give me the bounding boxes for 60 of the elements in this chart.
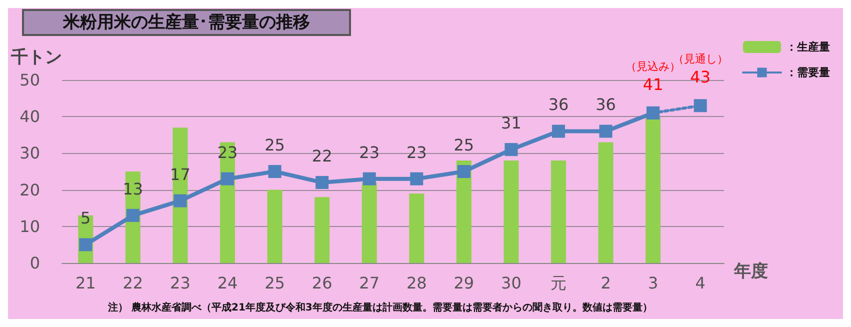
bar <box>362 182 377 263</box>
text: 注） 農林水産省調べ（平成21年度及び令和3年度の生産量は計画数量。需要量は需要者からの聞き取り。数値は需要量） <box>107 302 652 314</box>
bar <box>598 142 614 263</box>
y-tick-label: 20 <box>20 180 40 200</box>
y-tick-label: 10 <box>20 216 40 236</box>
chart-title: 米粉用米の生産量･需要量の推移 <box>62 12 310 32</box>
data-label: 23 <box>217 142 238 162</box>
x-tick-label: 2 <box>600 274 611 292</box>
x-tick-label: 29 <box>454 274 474 292</box>
data-label: 31 <box>501 114 522 133</box>
data-label: 36 <box>596 95 616 114</box>
point <box>646 106 660 120</box>
data-label: 22 <box>312 146 332 166</box>
x-tick-label: 27 <box>359 274 380 292</box>
point <box>694 99 707 112</box>
bar <box>267 190 282 263</box>
data-label: 23 <box>359 142 380 162</box>
bar <box>409 193 424 263</box>
point <box>552 124 565 138</box>
bar <box>504 160 519 263</box>
data-label: 23 <box>406 142 427 162</box>
legend-label: ：需要量 <box>786 66 830 79</box>
point <box>410 172 424 186</box>
bar <box>314 197 330 263</box>
x-tick-label: 3 <box>648 274 658 292</box>
point <box>221 172 234 186</box>
point <box>362 172 376 186</box>
point <box>316 176 329 189</box>
data-label: 43 <box>690 68 711 87</box>
x-tick-label: 25 <box>264 274 285 292</box>
y-tick-label: 0 <box>30 254 40 272</box>
y-tick-label: 40 <box>20 107 40 126</box>
data-label: 41 <box>642 74 664 94</box>
x-tick-label: 24 <box>217 274 238 292</box>
x-tick-label: 30 <box>501 274 522 292</box>
x-tick-label: 28 <box>406 274 427 292</box>
data-label: 25 <box>264 136 285 154</box>
data-label: 36 <box>548 95 569 114</box>
data-label: 13 <box>122 179 144 198</box>
bar <box>646 116 661 263</box>
y-tick-label: 30 <box>20 144 40 163</box>
data-label: 25 <box>454 136 474 154</box>
point <box>457 165 470 178</box>
point <box>504 143 518 156</box>
bar <box>551 160 566 263</box>
y-tick-label: 50 <box>20 70 40 90</box>
bar <box>220 142 235 263</box>
x-tick-label: 4 <box>695 274 706 292</box>
x-axis-title: 年度 <box>733 262 768 282</box>
legend-label: ：生産量 <box>786 40 830 54</box>
x-tick-label: 22 <box>122 274 144 292</box>
x-tick-label: 元 <box>550 274 566 292</box>
point <box>126 208 140 222</box>
point <box>174 194 187 208</box>
x-tick-label: 21 <box>75 274 96 292</box>
x-tick-label: 23 <box>170 274 190 292</box>
y-axis-title: 千トン <box>10 48 62 68</box>
point <box>268 165 282 178</box>
x-tick-label: 26 <box>312 274 332 292</box>
point <box>599 124 612 138</box>
